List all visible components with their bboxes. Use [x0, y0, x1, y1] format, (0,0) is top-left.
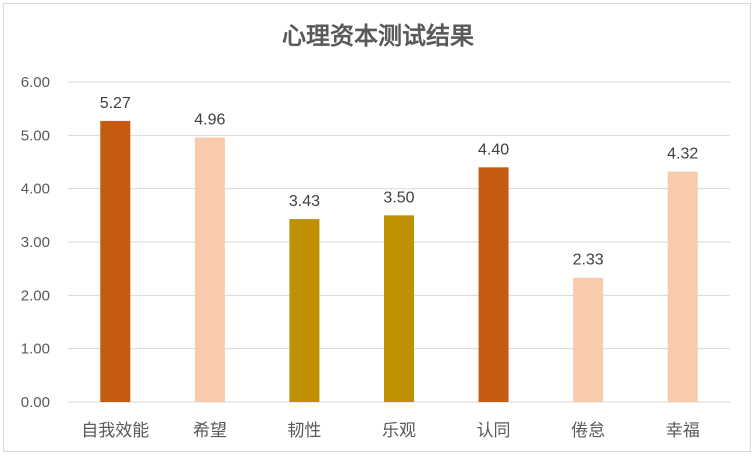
data-labels: 5.27 4.96 3.43 3.50 4.40 2.33 4.32	[100, 95, 699, 269]
category-label: 认同	[477, 421, 511, 441]
y-tick-label: 3.00	[21, 234, 50, 251]
data-label: 4.96	[194, 111, 225, 128]
bar	[667, 171, 698, 402]
data-label: 3.50	[383, 189, 414, 206]
category-label: 韧性	[287, 421, 321, 441]
bar	[289, 219, 320, 402]
category-label: 倦怠	[571, 421, 605, 441]
data-label: 3.43	[289, 193, 320, 210]
bars	[100, 120, 698, 402]
y-tick-label: 6.00	[21, 74, 50, 91]
data-label: 2.33	[573, 252, 604, 269]
chart-title: 心理资本测试结果	[282, 22, 474, 50]
category-label: 幸福	[666, 421, 700, 441]
data-label: 4.40	[478, 141, 509, 158]
category-label: 乐观	[382, 421, 416, 441]
category-label: 自我效能	[81, 421, 149, 441]
bar	[100, 120, 131, 402]
y-tick-label: 4.00	[21, 181, 50, 198]
y-tick-label: 2.00	[21, 287, 50, 304]
y-tick-label: 1.00	[21, 341, 50, 358]
bar	[573, 277, 604, 402]
y-tick-label: 0.00	[21, 394, 50, 411]
bar	[194, 137, 225, 402]
y-axis-ticks: 0.00 1.00 2.00 3.00 4.00 5.00 6.00	[21, 74, 50, 411]
bar	[478, 167, 509, 402]
category-labels: 自我效能 希望 韧性 乐观 认同 倦怠 幸福	[81, 421, 699, 441]
category-label: 希望	[193, 421, 227, 441]
y-tick-label: 5.00	[21, 127, 50, 144]
data-label: 5.27	[100, 95, 131, 112]
data-label: 4.32	[667, 146, 698, 163]
bar	[384, 215, 414, 402]
